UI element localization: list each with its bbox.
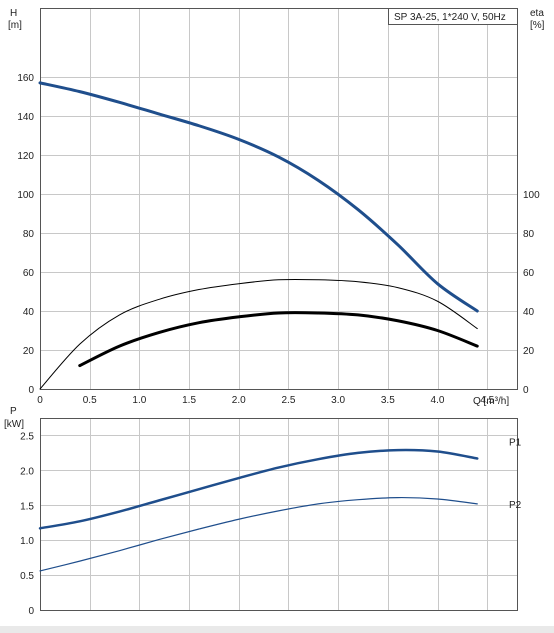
head-curve [38, 81, 479, 313]
x-tick-label: 2.0 [232, 395, 246, 406]
lower-series-labels: P1 P2 [509, 437, 522, 510]
left-tick-label: 140 [17, 112, 34, 123]
bottom-strip [0, 626, 554, 633]
left-tick-label: 20 [23, 346, 35, 357]
left-tick-label: 60 [23, 268, 35, 279]
right-tick-label: 20 [523, 346, 535, 357]
power-curve-p1 [38, 448, 479, 530]
right-axis-unit: [%] [530, 20, 545, 31]
power-curve-p2 [39, 496, 478, 572]
upper-series [38, 81, 479, 390]
power-tick-label: 2.0 [20, 466, 34, 477]
x-axis-label: Q [m³/h] [473, 396, 509, 407]
lower-series [38, 448, 479, 572]
power-tick-label: 1.0 [20, 536, 34, 547]
right-tick-label: 60 [523, 268, 535, 279]
series-label-p1: P1 [509, 437, 522, 448]
right-tick-label: 100 [523, 190, 540, 201]
right-tick-label: 0 [523, 385, 529, 396]
x-tick-label: 4.5 [480, 395, 494, 406]
power-tick-label: 0 [28, 606, 34, 617]
left-tick-label: 40 [23, 307, 35, 318]
lower-left-tick-labels: 0 0.5 1.0 1.5 2.0 2.5 [20, 431, 34, 617]
left-tick-label: 120 [17, 151, 34, 162]
right-tick-label: 40 [523, 307, 535, 318]
upper-right-tick-labels: 0 20 40 60 80 100 [523, 190, 540, 396]
power-tick-label: 2.5 [20, 431, 34, 442]
x-tick-label: 3.5 [381, 395, 395, 406]
x-tick-label: 3.0 [331, 395, 345, 406]
x-tick-label: 2.5 [281, 395, 295, 406]
left-tick-label: 0 [28, 385, 34, 396]
power-axis-unit: [kW] [4, 419, 24, 430]
lower-plot-frame [40, 418, 518, 611]
right-axis-label: eta [530, 8, 544, 19]
power-tick-label: 0.5 [20, 571, 34, 582]
x-tick-label: 1.0 [132, 395, 146, 406]
chart-title: SP 3A-25, 1*240 V, 50Hz [394, 12, 506, 23]
x-tick-label: 0.5 [83, 395, 97, 406]
left-tick-label: 160 [17, 73, 34, 84]
title-box [388, 8, 518, 25]
upper-panel: 0 20 40 60 80 100 120 140 160 0 20 40 60 80 100 0 0.5 1… [8, 8, 545, 407]
power-tick-label: 1.5 [20, 501, 34, 512]
right-tick-label: 80 [523, 229, 535, 240]
left-axis-label: H [10, 8, 17, 19]
left-tick-label: 100 [17, 190, 34, 201]
left-axis-unit: [m] [8, 20, 22, 31]
lower-panel: 0 0.5 1.0 1.5 2.0 2.5 P1 P2 P [kW] [4, 406, 522, 617]
series-label-p2: P2 [509, 500, 522, 511]
upper-plot-frame [40, 8, 518, 390]
x-tick-labels: 0 0.5 1.0 1.5 2.0 2.5 3.0 3.5 4.0 4.5 [37, 395, 494, 406]
upper-left-tick-labels: 0 20 40 60 80 100 120 140 160 [17, 73, 34, 396]
x-tick-label: 0 [37, 395, 43, 406]
power-axis-label: P [10, 406, 17, 417]
left-tick-label: 80 [23, 229, 35, 240]
efficiency-curve-1 [39, 278, 478, 390]
efficiency-curve-2 [78, 311, 479, 368]
x-tick-label: 4.0 [431, 395, 445, 406]
x-tick-label: 1.5 [182, 395, 196, 406]
